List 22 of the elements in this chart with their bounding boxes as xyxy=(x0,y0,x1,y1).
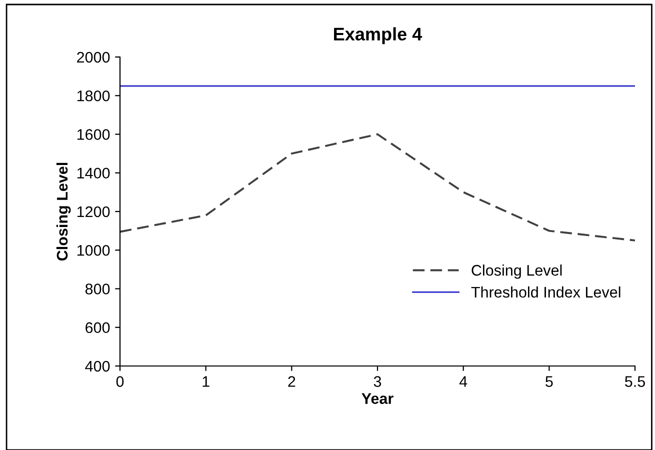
x-tick-label: 5.5 xyxy=(624,376,645,387)
line-series xyxy=(120,133,635,242)
legend-label: Closing Level xyxy=(472,264,562,279)
y-tick-label: 1400 xyxy=(77,168,110,179)
legend-label: Threshold Index Level xyxy=(471,286,620,298)
y-tick-label: 2000 xyxy=(77,52,110,63)
y-tick-label: 1800 xyxy=(77,90,110,102)
x-tick-label: 2 xyxy=(288,376,296,387)
y-tick-label: 1600 xyxy=(77,129,110,140)
x-tick-label: 3 xyxy=(374,376,382,387)
x-axis-title: Year xyxy=(362,393,394,404)
x-tick-label: 5 xyxy=(546,376,553,387)
x-tick-label: 0 xyxy=(116,376,124,387)
chart-title: Example 4 xyxy=(334,27,422,44)
y-tick-label: 1000 xyxy=(77,244,110,256)
y-tick-label: 400 xyxy=(85,360,110,372)
y-tick-label: 600 xyxy=(86,322,110,334)
x-tick-label: 4 xyxy=(459,376,468,387)
y-tick-label: 1200 xyxy=(77,206,110,218)
y-tick-label: 800 xyxy=(85,284,110,294)
y-axis-title: Closing Level xyxy=(56,162,71,261)
x-tick-label: 1 xyxy=(202,376,210,387)
